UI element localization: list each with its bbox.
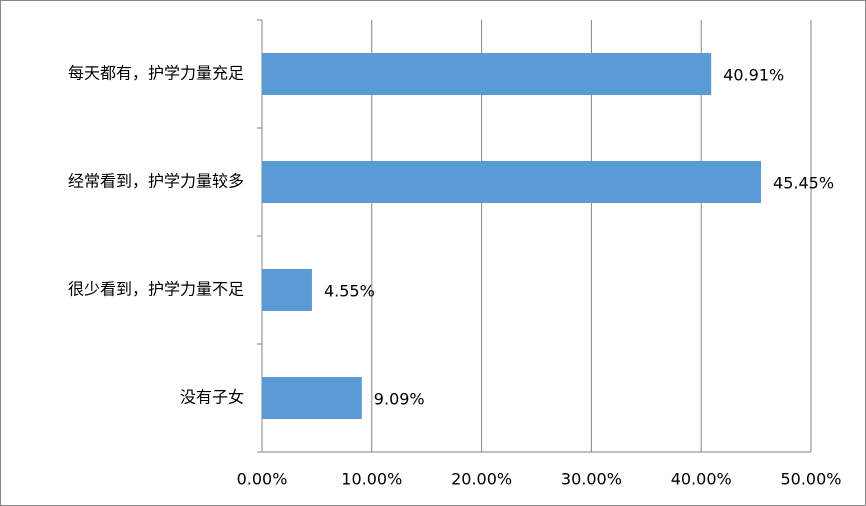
data-label: 4.55% <box>324 282 375 301</box>
y-tick-label: 没有子女 <box>180 388 244 407</box>
x-tick-label: 50.00% <box>780 470 841 489</box>
bar <box>262 53 712 95</box>
x-tick-label: 0.00% <box>237 470 288 489</box>
x-tick-label: 10.00% <box>341 470 402 489</box>
y-tick-label: 经常看到，护学力量较多 <box>68 172 244 191</box>
data-label: 45.45% <box>773 174 834 193</box>
bar <box>262 161 762 203</box>
y-tick-label: 很少看到，护学力量不足 <box>68 280 244 299</box>
x-tick-label: 30.00% <box>561 470 622 489</box>
bar <box>262 377 362 419</box>
x-tick-label: 40.00% <box>671 470 732 489</box>
x-tick-label: 20.00% <box>451 470 512 489</box>
data-label: 40.91% <box>723 66 784 85</box>
y-tick-label: 每天都有，护学力量充足 <box>68 64 244 83</box>
bar <box>262 269 312 311</box>
data-label: 9.09% <box>374 390 425 409</box>
